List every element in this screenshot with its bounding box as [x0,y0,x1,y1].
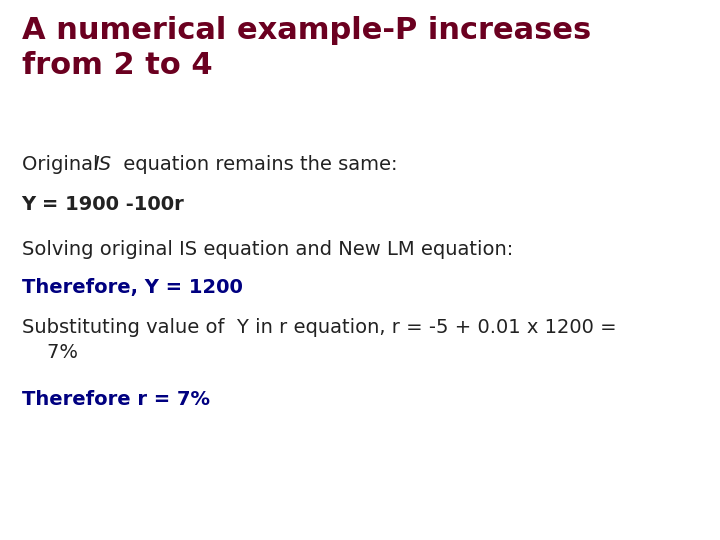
Text: equation remains the same:: equation remains the same: [117,155,398,174]
Text: A numerical example-P increases
from 2 to 4: A numerical example-P increases from 2 t… [22,16,591,80]
Text: Original: Original [22,155,104,174]
Text: Solving original IS equation and New LM equation:: Solving original IS equation and New LM … [22,240,513,259]
Text: Therefore r = 7%: Therefore r = 7% [22,390,210,409]
Text: Substituting value of  Y in r equation, r = -5 + 0.01 x 1200 =
    7%: Substituting value of Y in r equation, r… [22,318,616,362]
Text: Therefore, Y = 1200: Therefore, Y = 1200 [22,278,243,297]
Text: IS: IS [94,155,112,174]
Text: Y = 1900 -100r: Y = 1900 -100r [22,195,184,214]
